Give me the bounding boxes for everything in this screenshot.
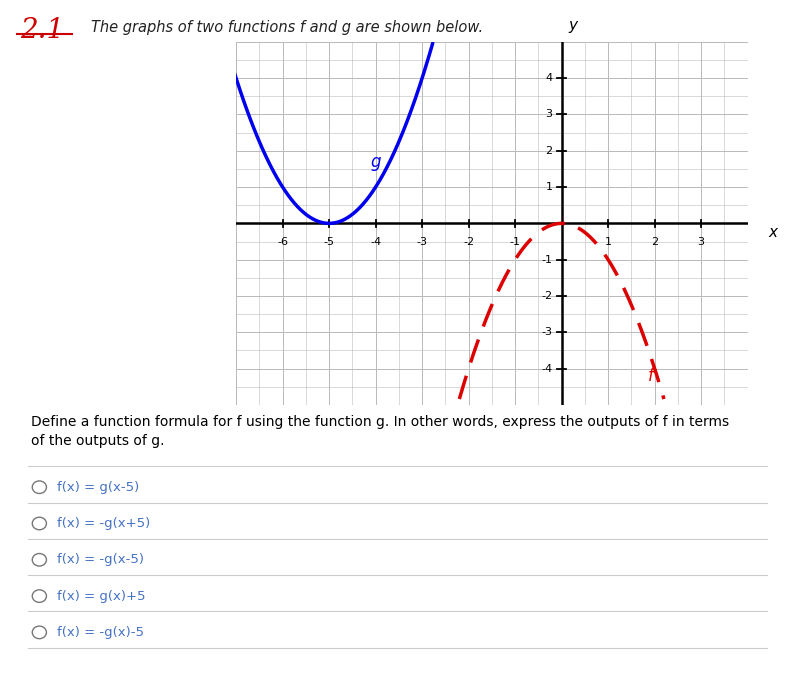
Text: x: x	[769, 225, 778, 240]
Text: -2: -2	[463, 237, 475, 247]
Text: -6: -6	[277, 237, 288, 247]
Text: f(x) = g(x)+5: f(x) = g(x)+5	[57, 590, 145, 602]
Text: Define a function formula for f using the function g. In other words, express th: Define a function formula for f using th…	[31, 415, 730, 429]
Text: -5: -5	[323, 237, 334, 247]
Text: -4: -4	[541, 364, 552, 373]
Text: f: f	[648, 367, 653, 385]
Text: of the outputs of g.: of the outputs of g.	[31, 434, 165, 448]
Text: 1: 1	[545, 182, 552, 192]
Text: The graphs of two functions f and g are shown below.: The graphs of two functions f and g are …	[91, 20, 482, 34]
Text: 3: 3	[545, 110, 552, 119]
Text: 2: 2	[545, 146, 552, 156]
Text: -1: -1	[510, 237, 521, 247]
Text: 3: 3	[697, 237, 704, 247]
Text: -4: -4	[370, 237, 381, 247]
Text: 1: 1	[604, 237, 611, 247]
Text: -2: -2	[541, 291, 552, 301]
Text: f(x) = -g(x-5): f(x) = -g(x-5)	[57, 554, 144, 566]
Text: -1: -1	[541, 255, 552, 265]
Text: 2: 2	[651, 237, 658, 247]
Text: -3: -3	[416, 237, 427, 247]
Text: -3: -3	[541, 327, 552, 337]
Text: y: y	[569, 18, 578, 33]
Text: 2.1: 2.1	[20, 17, 64, 45]
Text: f(x) = -g(x)-5: f(x) = -g(x)-5	[57, 626, 144, 639]
Text: 4: 4	[545, 73, 552, 83]
Text: g: g	[371, 153, 381, 170]
Text: f(x) = -g(x+5): f(x) = -g(x+5)	[57, 517, 150, 530]
Text: f(x) = g(x-5): f(x) = g(x-5)	[57, 481, 139, 493]
